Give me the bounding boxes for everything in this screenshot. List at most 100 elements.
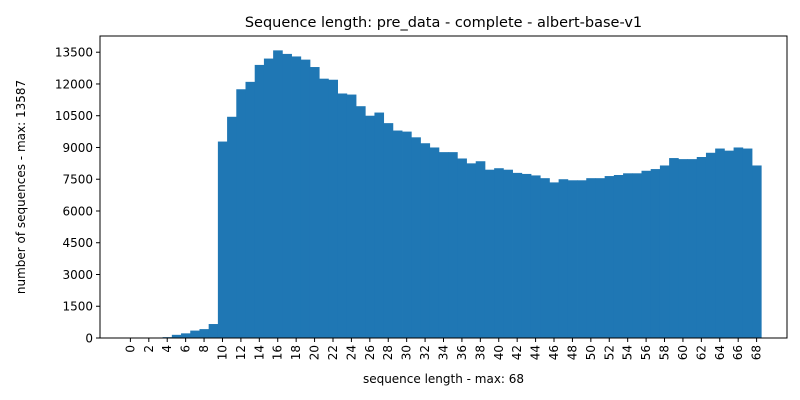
y-tick-label: 13500 <box>55 46 93 60</box>
bar <box>328 79 338 338</box>
y-tick-label: 7500 <box>62 173 93 187</box>
x-tick-label: 34 <box>437 345 451 360</box>
bar <box>623 173 633 338</box>
bar <box>632 173 642 338</box>
y-tick-label: 0 <box>85 331 93 345</box>
bar <box>245 81 256 339</box>
x-tick-label: 4 <box>160 345 174 353</box>
x-tick-label: 66 <box>731 345 745 360</box>
bar <box>540 178 550 338</box>
bar <box>669 158 679 338</box>
x-tick-label: 48 <box>565 345 579 360</box>
bar <box>715 148 725 338</box>
bar <box>530 175 541 338</box>
x-tick-label: 54 <box>621 345 635 360</box>
bar <box>402 131 412 338</box>
x-tick-label: 10 <box>215 345 229 360</box>
bar <box>733 147 744 338</box>
y-tick-label: 1500 <box>62 300 93 314</box>
bar <box>705 152 716 338</box>
histogram-bars <box>162 50 762 339</box>
x-tick-label: 36 <box>455 345 469 360</box>
x-axis-ticks: 0 2 4 6 8 10 12 14 16 18 20 22 24 26 28 30 32 34 36 38 40 42 4… <box>123 338 764 360</box>
bar <box>659 165 670 338</box>
bar <box>567 180 578 338</box>
bar <box>171 334 182 338</box>
bar <box>346 94 357 338</box>
bar <box>420 143 431 338</box>
x-tick-label: 18 <box>289 345 303 360</box>
bar <box>558 179 569 338</box>
bar <box>254 64 265 338</box>
x-tick-label: 30 <box>400 345 414 360</box>
bar <box>696 157 707 338</box>
bar <box>678 159 688 338</box>
x-tick-label: 42 <box>510 345 524 360</box>
bar <box>650 169 661 338</box>
y-tick-label: 9000 <box>62 141 93 155</box>
y-tick-label: 3000 <box>62 268 93 282</box>
bar <box>466 163 477 338</box>
x-tick-label: 22 <box>326 345 340 360</box>
chart-title: Sequence length: pre_data - complete - a… <box>245 15 642 31</box>
bar <box>512 172 523 338</box>
x-tick-label: 52 <box>602 345 616 360</box>
bar <box>752 165 762 338</box>
bar <box>263 58 274 339</box>
bar <box>494 168 504 338</box>
bar <box>742 148 753 338</box>
bar <box>365 115 375 338</box>
bar <box>273 50 283 338</box>
x-tick-label: 46 <box>547 345 561 360</box>
bar <box>438 152 449 338</box>
y-tick-label: 4500 <box>62 236 93 250</box>
x-tick-label: 0 <box>123 345 137 353</box>
x-tick-label: 24 <box>344 345 358 360</box>
x-tick-label: 8 <box>197 345 211 353</box>
bar <box>392 130 403 338</box>
bar <box>448 152 458 338</box>
bar <box>319 78 329 339</box>
bar <box>595 178 606 338</box>
x-tick-label: 32 <box>418 345 432 360</box>
bar <box>641 170 652 338</box>
x-tick-label: 40 <box>492 345 506 360</box>
bar <box>208 324 219 338</box>
bar <box>411 137 421 338</box>
x-tick-label: 26 <box>363 345 377 360</box>
x-tick-label: 16 <box>271 345 285 360</box>
y-axis-label: number of sequences - max: 13587 <box>14 80 28 294</box>
bar <box>236 89 246 338</box>
bar <box>604 176 615 338</box>
bar <box>374 112 385 338</box>
bar <box>282 53 292 339</box>
bar <box>613 174 624 338</box>
bar <box>549 182 560 338</box>
bar <box>383 123 394 339</box>
x-tick-label: 44 <box>529 345 543 360</box>
bar <box>577 180 587 338</box>
bar <box>300 59 311 338</box>
bar <box>429 147 440 338</box>
bar <box>687 159 698 338</box>
bar <box>484 169 495 338</box>
x-tick-label: 56 <box>639 345 653 360</box>
x-tick-label: 64 <box>713 345 727 360</box>
x-tick-label: 28 <box>381 345 395 360</box>
bar <box>190 330 200 338</box>
x-tick-label: 6 <box>179 345 193 353</box>
bar <box>291 56 302 338</box>
x-tick-label: 12 <box>234 345 248 360</box>
bar <box>356 106 366 338</box>
bar <box>227 116 237 339</box>
bar <box>337 93 348 339</box>
bar <box>724 150 734 338</box>
bar <box>586 178 596 338</box>
bar <box>181 333 191 338</box>
x-tick-label: 60 <box>676 345 690 360</box>
y-tick-label: 12000 <box>55 77 93 91</box>
x-tick-label: 62 <box>694 345 708 360</box>
x-tick-label: 2 <box>142 345 156 353</box>
y-tick-label: 6000 <box>62 204 93 218</box>
